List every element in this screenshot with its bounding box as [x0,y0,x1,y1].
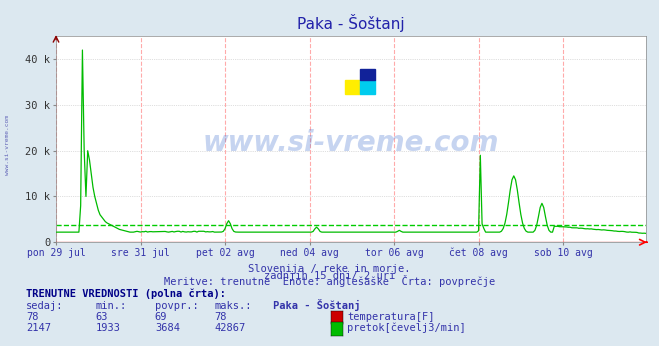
Bar [345,80,360,94]
Text: Slovenija / reke in morje.: Slovenija / reke in morje. [248,264,411,274]
Text: 2147: 2147 [26,324,51,334]
Text: 42867: 42867 [214,324,245,334]
Text: sedaj:: sedaj: [26,301,64,311]
Text: www.si-vreme.com: www.si-vreme.com [203,129,499,157]
Bar [360,80,374,94]
Text: temperatura[F]: temperatura[F] [347,312,435,322]
Text: pretok[čevelj3/min]: pretok[čevelj3/min] [347,323,466,334]
Text: maks.:: maks.: [214,301,252,311]
Text: 1933: 1933 [96,324,121,334]
Text: 69: 69 [155,312,167,322]
Text: TRENUTNE VREDNOSTI (polna črta):: TRENUTNE VREDNOSTI (polna črta): [26,288,226,299]
Text: zadnjih 15 dni/ 2 uri: zadnjih 15 dni/ 2 uri [264,271,395,281]
Text: Paka - Šoštanj: Paka - Šoštanj [273,299,361,311]
Text: povpr.:: povpr.: [155,301,198,311]
Text: min.:: min.: [96,301,127,311]
Bar [360,69,374,80]
Text: 78: 78 [26,312,39,322]
Title: Paka - Šoštanj: Paka - Šoštanj [297,15,405,33]
Text: 63: 63 [96,312,108,322]
Text: 3684: 3684 [155,324,180,334]
Text: www.si-vreme.com: www.si-vreme.com [5,115,11,175]
Text: 78: 78 [214,312,227,322]
Text: Meritve: trenutne  Enote: anglešaške  Črta: povprečje: Meritve: trenutne Enote: anglešaške Črta… [164,275,495,288]
